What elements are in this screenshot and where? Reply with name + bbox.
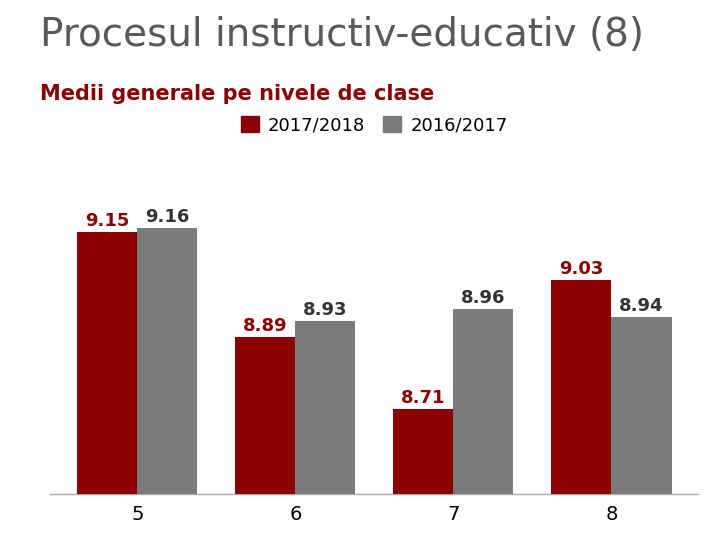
Text: 9.16: 9.16 [145, 208, 189, 226]
Bar [611, 316, 672, 540]
Legend: 2017/2018, 2016/2017: 2017/2018, 2016/2017 [234, 109, 515, 141]
Text: 8.96: 8.96 [462, 288, 505, 307]
Text: Medii generale pe nivele de clase: Medii generale pe nivele de clase [40, 84, 434, 104]
Bar [295, 321, 356, 540]
Bar [235, 337, 295, 540]
Text: 8.89: 8.89 [243, 317, 288, 335]
Text: 8.94: 8.94 [619, 296, 664, 315]
Text: Procesul instructiv-educativ (8): Procesul instructiv-educativ (8) [40, 16, 644, 54]
Bar [454, 308, 513, 540]
Text: 8.93: 8.93 [303, 301, 348, 319]
Bar [393, 409, 454, 540]
Bar [552, 280, 611, 540]
Text: 9.15: 9.15 [85, 212, 130, 230]
Bar [77, 232, 138, 540]
Bar [138, 228, 197, 540]
Text: 9.03: 9.03 [559, 260, 603, 278]
Text: 8.71: 8.71 [401, 389, 446, 407]
Text: 14: 14 [7, 117, 29, 132]
